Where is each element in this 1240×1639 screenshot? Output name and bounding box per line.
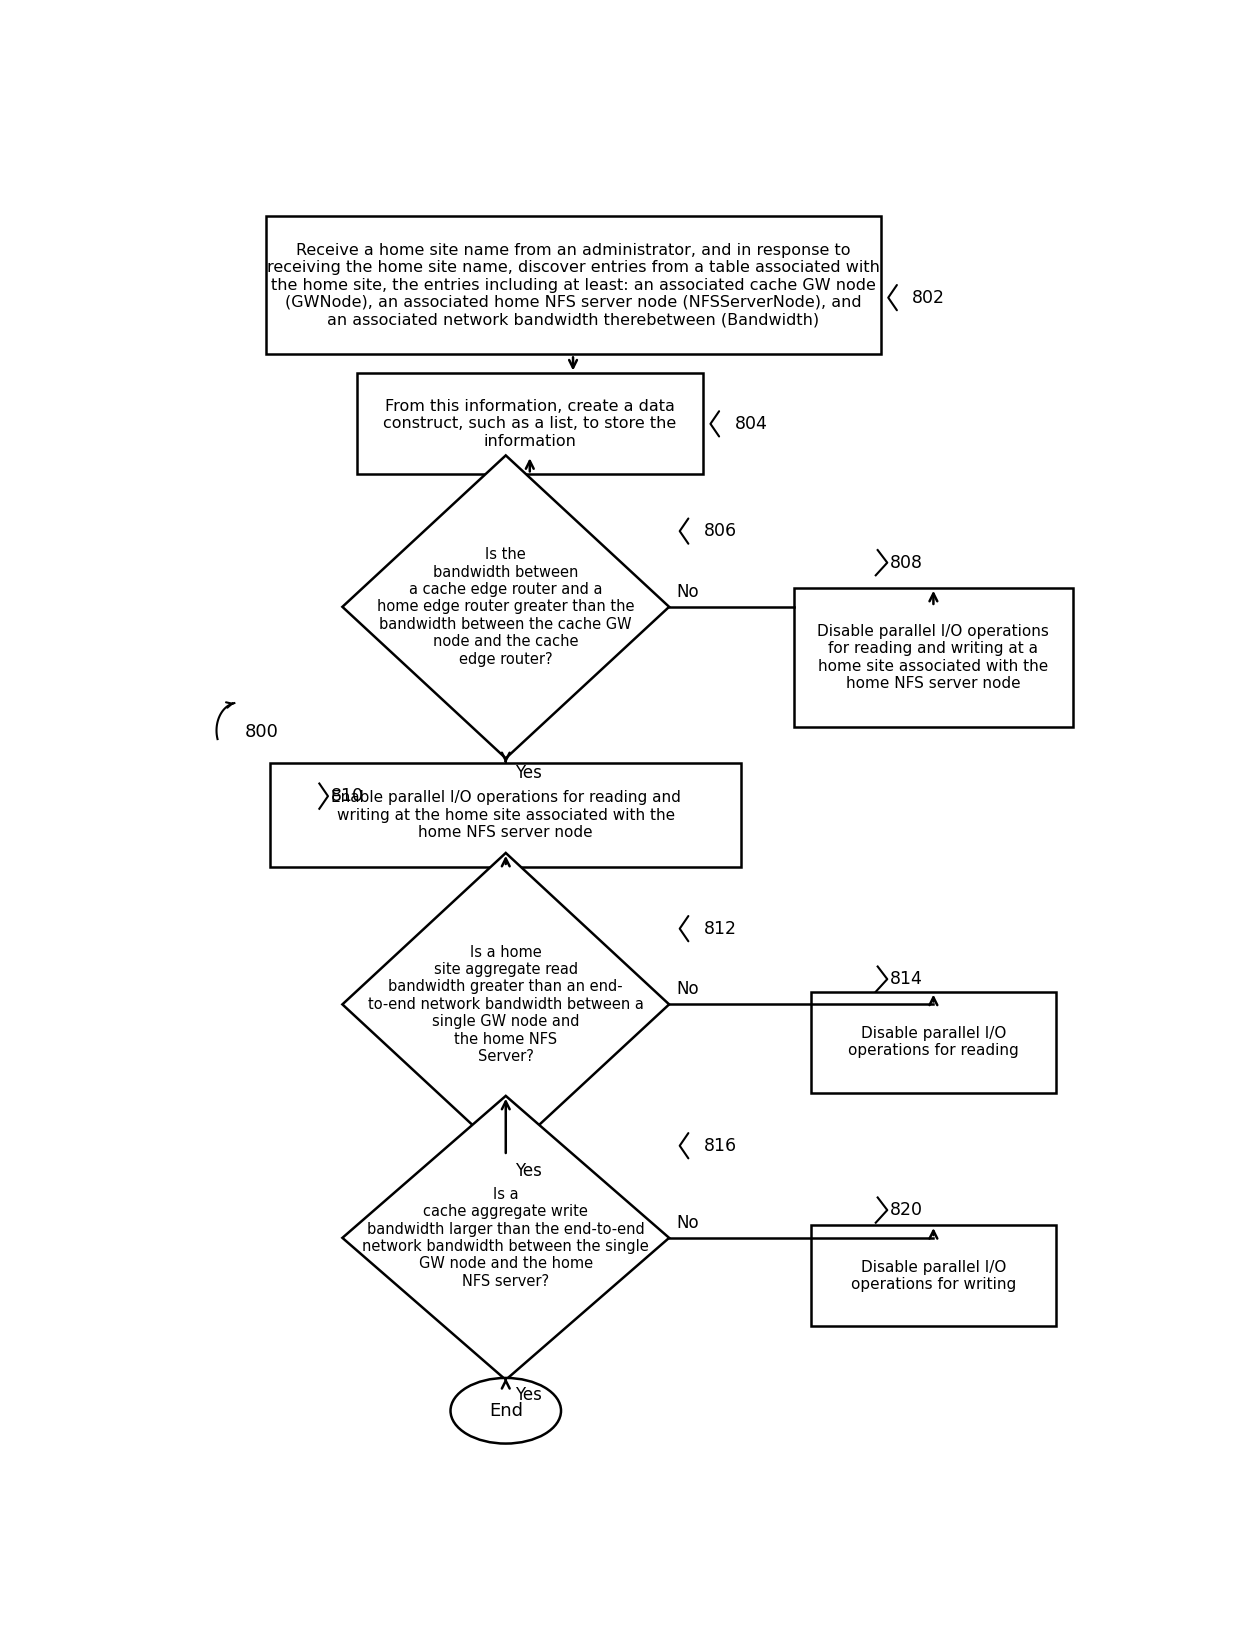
FancyBboxPatch shape	[270, 764, 742, 867]
Text: 804: 804	[734, 415, 768, 433]
Text: 814: 814	[890, 970, 923, 988]
Text: End: End	[489, 1401, 523, 1419]
Text: 808: 808	[890, 554, 923, 572]
Text: 820: 820	[890, 1201, 923, 1219]
Polygon shape	[342, 456, 670, 759]
Text: From this information, create a data
construct, such as a list, to store the
inf: From this information, create a data con…	[383, 398, 676, 449]
Text: 816: 816	[704, 1137, 737, 1155]
Text: Is the
bandwidth between
a cache edge router and a
home edge router greater than: Is the bandwidth between a cache edge ro…	[377, 547, 635, 667]
Text: 810: 810	[331, 787, 363, 805]
Polygon shape	[342, 1096, 670, 1380]
FancyBboxPatch shape	[811, 1226, 1056, 1326]
Ellipse shape	[450, 1378, 560, 1444]
Text: Receive a home site name from an administrator, and in response to
receiving the: Receive a home site name from an adminis…	[267, 243, 879, 328]
Text: No: No	[677, 583, 699, 602]
Text: Disable parallel I/O
operations for reading: Disable parallel I/O operations for read…	[848, 1026, 1019, 1059]
Text: 800: 800	[244, 723, 278, 741]
Text: Is a
cache aggregate write
bandwidth larger than the end-to-end
network bandwidt: Is a cache aggregate write bandwidth lar…	[362, 1187, 650, 1288]
Text: 802: 802	[913, 288, 945, 306]
Text: Yes: Yes	[516, 764, 542, 782]
Text: Enable parallel I/O operations for reading and
writing at the home site associat: Enable parallel I/O operations for readi…	[331, 790, 681, 839]
Text: Is a home
site aggregate read
bandwidth greater than an end-
to-end network band: Is a home site aggregate read bandwidth …	[368, 944, 644, 1064]
Text: No: No	[677, 1214, 699, 1233]
FancyBboxPatch shape	[794, 588, 1073, 726]
Text: 806: 806	[704, 523, 737, 541]
Text: 812: 812	[704, 919, 737, 938]
Text: Yes: Yes	[516, 1387, 542, 1405]
Text: Yes: Yes	[516, 1162, 542, 1180]
FancyBboxPatch shape	[265, 216, 880, 354]
Text: Disable parallel I/O
operations for writing: Disable parallel I/O operations for writ…	[851, 1259, 1016, 1292]
Text: Disable parallel I/O operations
for reading and writing at a
home site associate: Disable parallel I/O operations for read…	[817, 624, 1049, 692]
Polygon shape	[342, 852, 670, 1155]
FancyBboxPatch shape	[357, 374, 703, 474]
FancyBboxPatch shape	[811, 992, 1056, 1093]
Text: No: No	[677, 980, 699, 998]
